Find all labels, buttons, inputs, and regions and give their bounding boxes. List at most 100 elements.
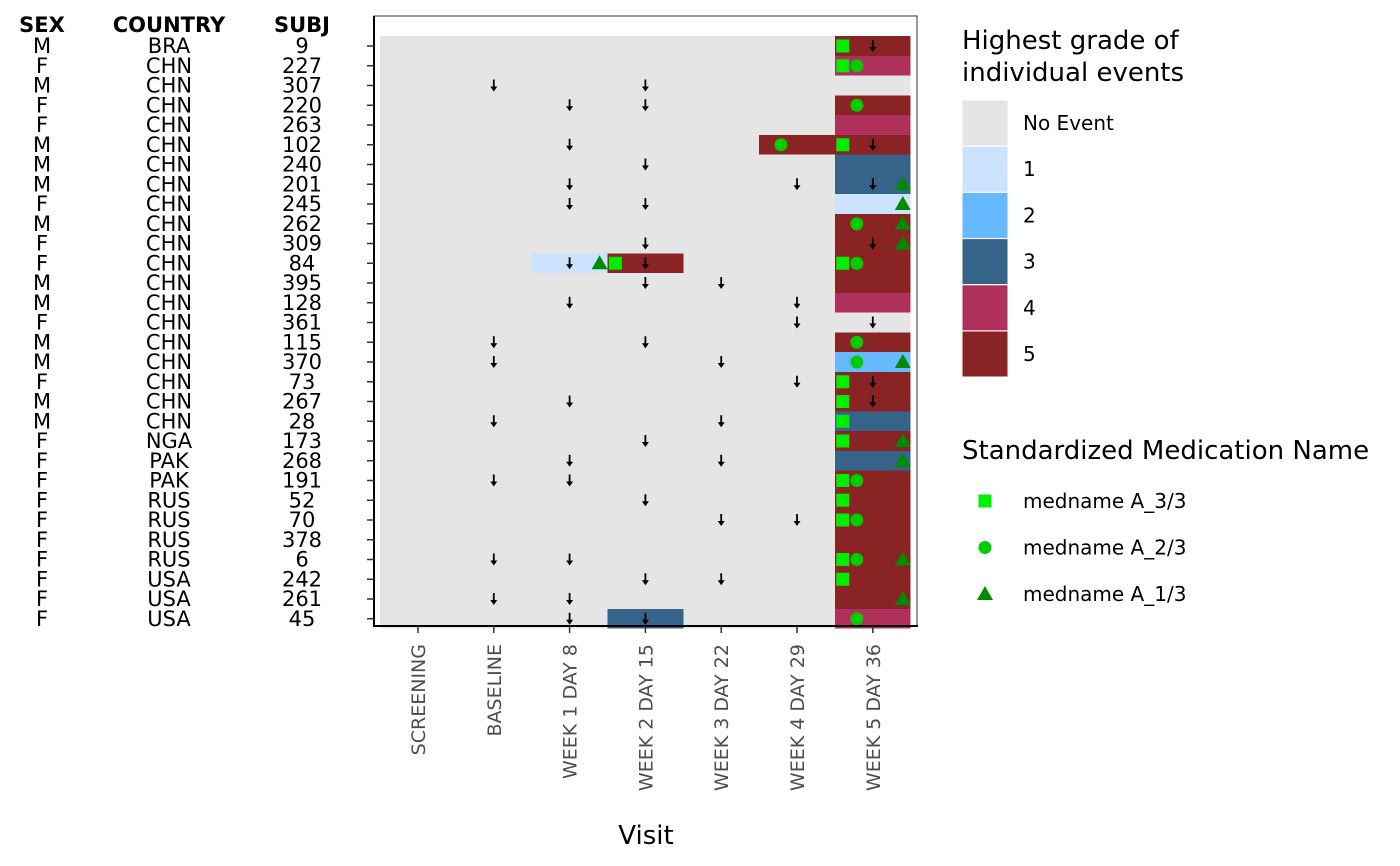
x-tick-label: WEEK 5 DAY 36: [863, 644, 885, 791]
table-cell-country: BRA: [148, 34, 191, 58]
table-cell-sex: F: [36, 567, 48, 591]
grade-tile: [607, 549, 684, 570]
table-cell-country: RUS: [147, 488, 190, 512]
grade-tile: [683, 549, 760, 570]
grade-tile: [683, 391, 760, 412]
visit-arrow: [490, 593, 498, 605]
grade-tile: [759, 589, 835, 609]
table-cell-country: CHN: [146, 192, 192, 216]
grade-tile: [380, 549, 456, 570]
table-cell-subj: 102: [282, 133, 322, 157]
grade-tile: [380, 95, 456, 116]
grade-tile: [380, 154, 456, 175]
visit-arrow: [869, 375, 877, 388]
x-tick-label: BASELINE: [484, 644, 506, 737]
table-cell-subj: 245: [282, 192, 322, 216]
grade-tile: [683, 134, 760, 155]
table-cell-country: CHN: [146, 172, 192, 196]
grade-tile: [683, 608, 760, 629]
grade-tile: [759, 470, 835, 491]
table-cell-sex: F: [36, 251, 48, 275]
medication-marker: [836, 375, 850, 389]
x-tick-label: WEEK 1 DAY 8: [560, 644, 582, 779]
grade-tile: [531, 273, 608, 293]
grade-legend-label: 5: [1023, 342, 1036, 366]
grade-tile: [455, 450, 532, 471]
grade-tile: [380, 510, 456, 530]
grade-tile: [759, 569, 835, 590]
grade-legend-label: 3: [1023, 250, 1036, 274]
medication-marker: [836, 395, 850, 408]
medication-marker: [850, 612, 864, 626]
table-cell-country: CHN: [146, 74, 192, 98]
medication-marker: [894, 551, 911, 566]
table-cell-country: RUS: [147, 548, 190, 572]
medication-marker: [836, 256, 850, 270]
grade-tile: [834, 569, 911, 590]
grade-tile: [380, 332, 456, 353]
grade-tile: [607, 312, 684, 333]
medication-marker: [836, 59, 850, 73]
visit-arrow: [793, 375, 801, 388]
x-tick-label: WEEK 4 DAY 29: [787, 644, 809, 791]
grade-tile: [834, 490, 911, 511]
visit-arrow: [566, 395, 574, 408]
grade-tile: [380, 608, 456, 629]
table-cell-country: CHN: [146, 251, 192, 275]
table-cell-sex: F: [36, 607, 48, 631]
medication-marker: [836, 138, 850, 152]
table-cell-country: CHN: [146, 133, 192, 157]
grade-tile: [455, 154, 532, 175]
grade-tile: [683, 174, 760, 195]
table-cell-country: CHN: [146, 291, 192, 315]
table-cell-sex: F: [36, 508, 48, 532]
table-cell-subj: 261: [282, 587, 322, 611]
grade-tile: [531, 213, 608, 234]
grade-tile: [380, 450, 456, 471]
visit-arrow: [717, 356, 725, 368]
visit-arrow: [566, 99, 574, 112]
grade-tile: [759, 253, 835, 274]
table-cell-country: RUS: [147, 528, 190, 552]
table-cell-subj: 220: [282, 93, 322, 117]
visit-arrow: [566, 138, 574, 151]
medication-legend-label: medname A_2/3: [1023, 536, 1186, 560]
visit-arrows: [490, 40, 877, 625]
visit-arrow: [490, 415, 498, 428]
grade-tile: [607, 115, 684, 135]
medication-legend-title: Standardized Medication Name: [962, 436, 1369, 466]
visit-arrow: [793, 296, 801, 309]
grade-tile: [380, 55, 456, 76]
table-cell-subj: 28: [289, 409, 316, 433]
grade-tile: [834, 194, 911, 214]
grade-tile: [683, 292, 760, 313]
table-cell-subj: 52: [289, 488, 316, 512]
visit-arrow: [566, 257, 574, 270]
visit-arrow: [566, 296, 574, 309]
grade-legend-label: 4: [1023, 296, 1036, 320]
table-cell-sex: M: [33, 172, 51, 196]
medication-legend-key: [977, 586, 993, 600]
grade-tile: [380, 371, 456, 392]
grade-legend-title-line2: individual events: [962, 58, 1184, 88]
table-cell-country: CHN: [146, 350, 192, 374]
grade-tile: [607, 391, 684, 412]
grade-tile: [834, 273, 911, 293]
visit-arrow: [717, 573, 725, 586]
grade-legend-label: No Event: [1023, 111, 1114, 135]
grade-tile: [380, 352, 456, 372]
grade-tile: [531, 36, 608, 56]
grade-tile: [380, 391, 456, 412]
table-cell-sex: M: [33, 409, 51, 433]
visit-arrow: [641, 237, 649, 250]
medication-marker: [836, 414, 850, 428]
grade-tile: [380, 233, 456, 254]
table-cell-subj: 173: [282, 429, 322, 453]
table-cell-country: USA: [147, 587, 191, 611]
table-cell-sex: M: [33, 153, 51, 177]
grade-tile: [455, 510, 532, 530]
grade-tile: [531, 233, 608, 254]
table-cell-sex: M: [33, 390, 51, 414]
table-cell-country: USA: [147, 567, 191, 591]
grade-tile: [531, 154, 608, 175]
